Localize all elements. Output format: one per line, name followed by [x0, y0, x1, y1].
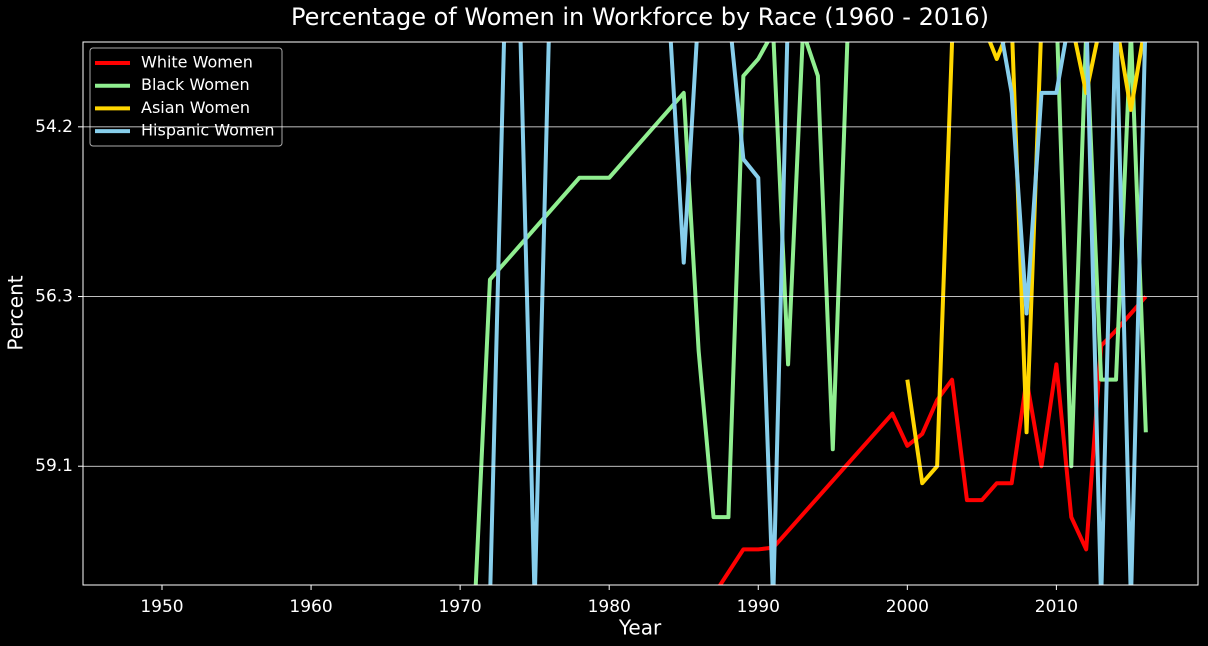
series-line: [488, 42, 1147, 585]
x-tick-label: 1970: [438, 597, 481, 617]
legend: White Women Black Women Asian Women Hispani…: [89, 47, 283, 147]
x-tick-label: 1950: [140, 597, 183, 617]
series-line: [717, 295, 1148, 585]
x-tick-label: 2010: [1035, 597, 1078, 617]
y-tick-label: 54.2: [35, 117, 73, 137]
x-tick-label: 1990: [737, 597, 780, 617]
chart-title: Percentage of Women in Workforce by Race…: [291, 3, 989, 31]
legend-label: White Women: [141, 53, 253, 72]
x-tick-label: 1960: [289, 597, 332, 617]
x-axis-label: Year: [618, 616, 662, 640]
series-line: [905, 42, 1145, 486]
legend-label: Black Women: [141, 75, 250, 94]
x-tick-label: 2000: [886, 597, 929, 617]
y-tick-label: 56.3: [35, 287, 73, 307]
axes-frame: [82, 41, 1199, 586]
x-tick-label: 1980: [588, 597, 631, 617]
plot-area: [473, 42, 1148, 585]
y-axis-label: Percent: [4, 275, 28, 350]
y-tick-label: 59.1: [35, 456, 73, 476]
series-line: [473, 42, 1148, 585]
legend-label: Asian Women: [141, 98, 250, 117]
legend-label: Hispanic Women: [141, 121, 274, 140]
legend-box: [89, 47, 283, 147]
